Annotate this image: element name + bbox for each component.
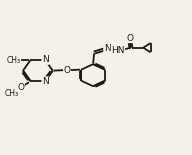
Text: HN: HN xyxy=(111,46,125,55)
Text: O: O xyxy=(13,56,20,65)
Text: CH₃: CH₃ xyxy=(5,89,19,98)
Text: N: N xyxy=(42,55,49,64)
Text: O: O xyxy=(126,34,133,43)
Text: O: O xyxy=(64,66,70,75)
Text: O: O xyxy=(17,83,24,92)
Text: N: N xyxy=(104,44,110,53)
Text: N: N xyxy=(42,77,49,86)
Text: CH₃: CH₃ xyxy=(7,56,21,65)
